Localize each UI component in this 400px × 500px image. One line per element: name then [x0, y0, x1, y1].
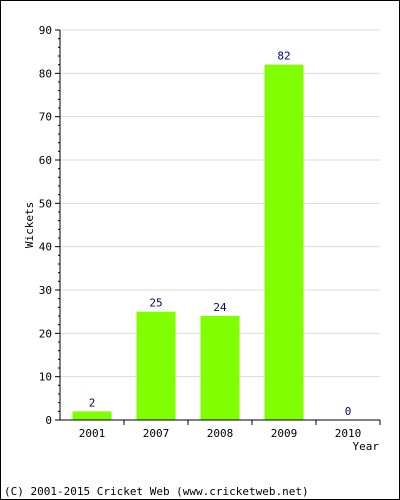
y-tick-label-30: 30: [39, 284, 52, 297]
y-tick-label-10: 10: [39, 371, 52, 384]
grid-layer: [60, 29, 380, 378]
x-tick-label-2007: 2007: [143, 427, 170, 440]
bar-2001: [72, 411, 112, 420]
copyright-footer: (C) 2001-2015 Cricket Web (www.cricketwe…: [4, 485, 309, 498]
x-tick-label-2001: 2001: [79, 427, 106, 440]
x-tick-label-2009: 2009: [271, 427, 298, 440]
y-tick-label-60: 60: [39, 154, 52, 167]
y-tick-label-40: 40: [39, 241, 52, 254]
bar-2008: [200, 316, 240, 420]
x-axis-label: Year: [353, 440, 380, 453]
label-layer: 2 25 24 82 0: [89, 50, 352, 418]
bar-2009: [264, 64, 304, 421]
y-tick-label-80: 80: [39, 67, 52, 80]
x-tick-label-2010: 2010: [335, 427, 362, 440]
y-tick-label-90: 90: [39, 24, 52, 37]
y-tick-label-70: 70: [39, 111, 52, 124]
y-axis-label: Wickets: [23, 202, 36, 248]
y-tick-label-20: 20: [39, 327, 52, 340]
bar-2007: [136, 311, 176, 420]
bar-layer: [72, 64, 304, 421]
y-tick-label-0: 0: [45, 414, 52, 427]
data-label-2007: 25: [149, 297, 162, 310]
data-label-2008: 24: [213, 301, 227, 314]
x-tick-label-2008: 2008: [207, 427, 234, 440]
data-label-2009: 82: [277, 50, 290, 63]
y-tick-label-50: 50: [39, 197, 52, 210]
data-label-2010: 0: [345, 405, 352, 418]
data-label-2001: 2: [89, 396, 96, 409]
